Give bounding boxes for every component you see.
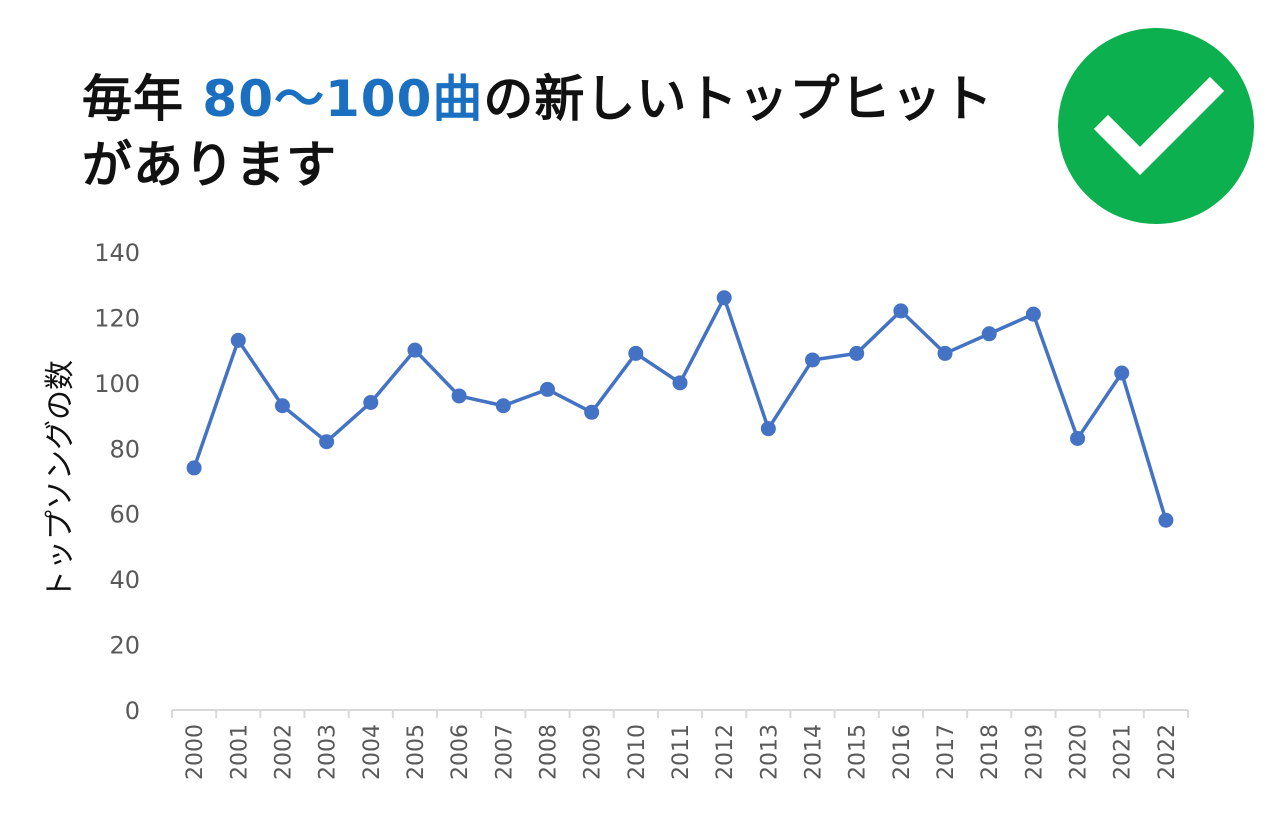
x-tick-label: 2003 bbox=[316, 724, 341, 780]
x-tick-label: 2019 bbox=[1022, 724, 1047, 780]
data-point bbox=[539, 381, 555, 397]
x-tick-label: 2000 bbox=[183, 724, 208, 780]
data-point bbox=[1070, 430, 1086, 446]
data-point bbox=[230, 332, 246, 348]
x-tick-label: 2020 bbox=[1067, 724, 1092, 780]
x-tick-label: 2004 bbox=[360, 724, 385, 780]
data-point bbox=[451, 388, 467, 404]
data-point bbox=[893, 303, 909, 319]
data-point bbox=[407, 342, 423, 358]
data-point bbox=[981, 326, 997, 342]
data-point bbox=[495, 398, 511, 414]
data-point bbox=[805, 352, 821, 368]
y-tick-label: 60 bbox=[109, 501, 140, 529]
data-point bbox=[937, 345, 953, 361]
series-line bbox=[192, 296, 1168, 521]
x-tick-label: 2012 bbox=[713, 724, 738, 780]
y-tick-label: 100 bbox=[94, 370, 140, 398]
data-point bbox=[1114, 365, 1130, 381]
x-tick-label: 2006 bbox=[448, 724, 473, 780]
y-tick-label: 140 bbox=[94, 239, 140, 267]
x-tick-label: 2016 bbox=[890, 724, 915, 780]
y-tick-label: 80 bbox=[109, 435, 140, 463]
x-tick-label: 2010 bbox=[625, 724, 650, 780]
headline-prefix: 毎年 bbox=[82, 70, 203, 128]
y-tick-label: 0 bbox=[125, 697, 140, 725]
y-tick-label: 120 bbox=[94, 304, 140, 332]
x-tick-label: 2007 bbox=[492, 724, 517, 780]
line-chart: トップソングの数 0 20 40 60 80 100 120 140 2000 2001 2002 20… bbox=[43, 239, 1189, 780]
headline: 毎年 80〜100曲の新しいトップヒットがあります bbox=[82, 66, 1042, 198]
data-point bbox=[274, 398, 290, 414]
data-point bbox=[716, 290, 732, 306]
x-tick-label: 2021 bbox=[1111, 724, 1136, 780]
y-axis-title: トップソングの数 bbox=[43, 360, 78, 600]
data-point bbox=[363, 394, 379, 410]
x-tick-label: 2017 bbox=[934, 724, 959, 780]
x-tick-label: 2022 bbox=[1155, 724, 1180, 780]
x-tick-label: 2009 bbox=[581, 724, 606, 780]
x-tick-label: 2014 bbox=[802, 724, 827, 780]
data-point bbox=[186, 460, 202, 476]
headline-highlight: 80〜100曲 bbox=[202, 70, 484, 128]
x-tick-label: 2013 bbox=[757, 724, 782, 780]
data-point bbox=[1025, 306, 1041, 322]
x-tick-label: 2005 bbox=[404, 724, 429, 780]
data-point bbox=[760, 421, 776, 437]
data-point bbox=[319, 434, 335, 450]
checkmark-badge bbox=[1058, 28, 1254, 224]
headline-suffix: の新しいトップヒットがあります bbox=[82, 70, 994, 194]
x-tick-label: 2008 bbox=[536, 724, 561, 780]
x-tick-label: 2002 bbox=[271, 724, 296, 780]
x-tick-label: 2018 bbox=[978, 724, 1003, 780]
data-point bbox=[584, 404, 600, 420]
data-point bbox=[628, 345, 644, 361]
x-tick-label: 2015 bbox=[846, 724, 871, 780]
data-point bbox=[849, 345, 865, 361]
x-tick-label: 2011 bbox=[669, 724, 694, 780]
data-point bbox=[1158, 512, 1174, 528]
data-point bbox=[672, 375, 688, 391]
y-tick-label: 20 bbox=[109, 632, 140, 660]
x-tick-label: 2001 bbox=[227, 724, 252, 780]
check-icon bbox=[1093, 76, 1225, 176]
y-tick-label: 40 bbox=[109, 566, 140, 594]
